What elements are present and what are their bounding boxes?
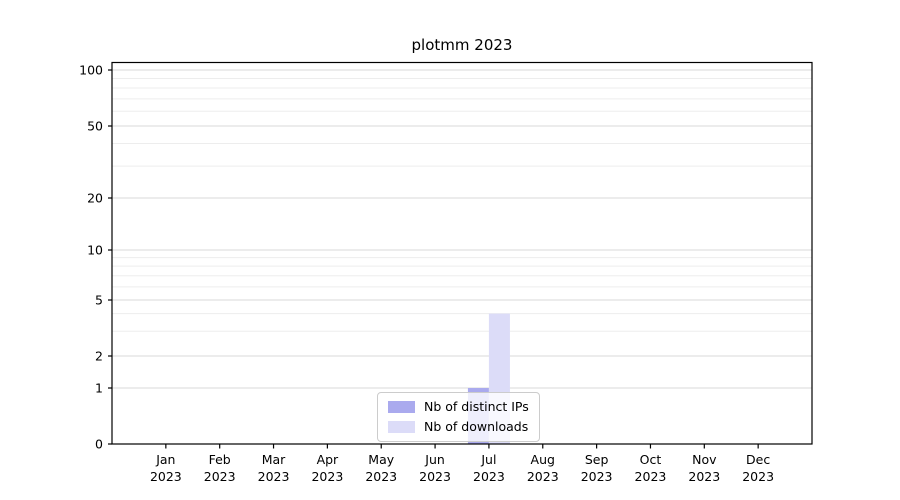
x-tick-label-month: Jan <box>155 452 175 467</box>
legend-row-distinct-ips: Nb of distinct IPs <box>388 398 529 415</box>
x-tick-label-year: 2023 <box>473 469 505 484</box>
x-tick-label-year: 2023 <box>150 469 182 484</box>
x-tick-label-month: Sep <box>585 452 609 467</box>
y-tick-label: 100 <box>79 63 103 78</box>
legend-swatch-downloads <box>388 420 415 433</box>
x-tick-label-month: Jul <box>480 452 496 467</box>
x-tick-label-year: 2023 <box>258 469 290 484</box>
x-tick-label-year: 2023 <box>365 469 397 484</box>
chart-title: plotmm 2023 <box>411 36 513 54</box>
x-tick-label-month: Jun <box>424 452 445 467</box>
y-tick-label: 2 <box>95 349 103 364</box>
y-tick-label: 50 <box>87 119 103 134</box>
x-tick-label-year: 2023 <box>527 469 559 484</box>
x-tick-label-year: 2023 <box>581 469 613 484</box>
x-tick-label-year: 2023 <box>419 469 451 484</box>
legend-label-downloads: Nb of downloads <box>424 419 529 434</box>
x-tick-label-month: Aug <box>531 452 555 467</box>
x-tick-label-year: 2023 <box>204 469 236 484</box>
x-tick-label-month: Oct <box>640 452 662 467</box>
x-tick-label-month: May <box>368 452 394 467</box>
x-tick-label-month: Feb <box>209 452 231 467</box>
plot-border <box>111 61 813 445</box>
x-tick-label-month: Mar <box>262 452 286 467</box>
x-tick-label-year: 2023 <box>742 469 774 484</box>
x-tick-label-year: 2023 <box>688 469 720 484</box>
legend-label-distinct-ips: Nb of distinct IPs <box>424 399 529 414</box>
legend-swatch-distinct-ips <box>388 400 415 413</box>
y-tick-label: 20 <box>87 191 103 206</box>
x-tick-label-month: Dec <box>746 452 770 467</box>
legend-row-downloads: Nb of downloads <box>388 418 529 435</box>
x-tick-label-month: Nov <box>692 452 717 467</box>
y-tick-label: 0 <box>95 437 103 452</box>
x-tick-label-month: Apr <box>317 452 339 467</box>
y-tick-label: 1 <box>95 381 103 396</box>
x-tick-label-year: 2023 <box>635 469 667 484</box>
legend: Nb of distinct IPs Nb of downloads <box>377 392 540 442</box>
y-tick-label: 5 <box>95 293 103 308</box>
y-tick-label: 10 <box>87 243 103 258</box>
x-tick-label-year: 2023 <box>311 469 343 484</box>
